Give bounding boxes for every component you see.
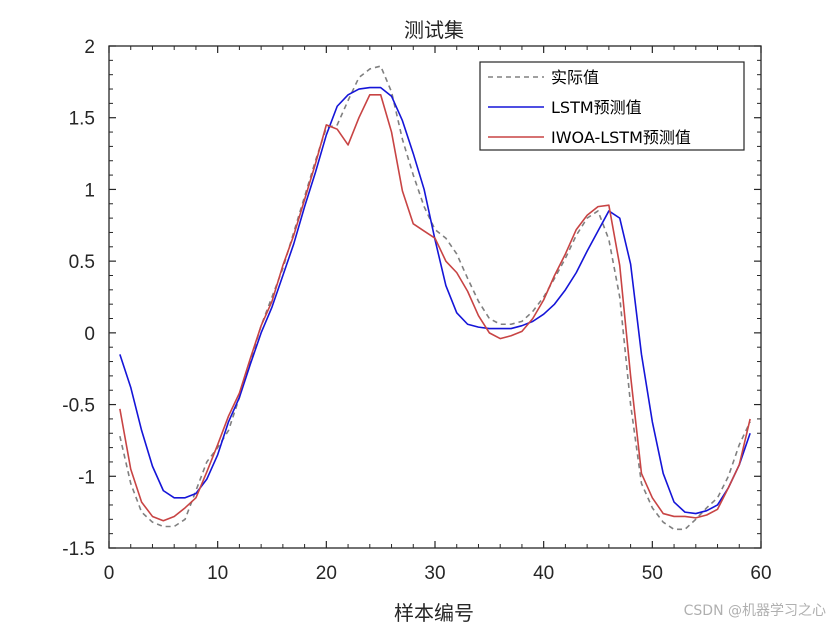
x-tick-label: 0 [104, 563, 115, 584]
x-tick-label: 20 [316, 563, 337, 584]
watermark: CSDN @机器学习之心 [684, 603, 826, 619]
x-tick-label: 10 [207, 563, 228, 584]
y-tick-label: 0 [84, 324, 95, 345]
series-line-0 [119, 65, 751, 531]
x-axis-label: 样本编号 [394, 601, 474, 625]
legend-label-lstm: LSTM预测值 [551, 98, 642, 117]
x-tick-label: 30 [424, 563, 445, 584]
legend-label-actual: 实际值 [551, 68, 599, 87]
y-tick-label: -1 [78, 467, 95, 488]
y-tick-label: -0.5 [62, 396, 95, 417]
axes-layer: 0 10 20 30 40 50 60 -1.5 -1 -0.5 0 0.5 1 1.5 2 [62, 37, 771, 584]
x-tick-label: 50 [642, 563, 663, 584]
legend-label-iwoa-lstm: IWOA-LSTM预测值 [551, 128, 691, 147]
y-tick-label: 1.5 [69, 109, 95, 130]
series-line-2 [119, 93, 751, 522]
legend: 实际值 LSTM预测值 IWOA-LSTM预测值 [479, 61, 745, 151]
y-tick-label: -1.5 [62, 539, 95, 560]
y-tick-label: 2 [84, 37, 95, 58]
x-tick-label: 40 [533, 563, 554, 584]
series-layer [119, 65, 751, 531]
x-tick-label: 60 [750, 563, 771, 584]
y-tick-label: 1 [84, 180, 95, 201]
y-tick-label: 0.5 [69, 252, 95, 273]
chart-title: 测试集 [404, 18, 464, 42]
